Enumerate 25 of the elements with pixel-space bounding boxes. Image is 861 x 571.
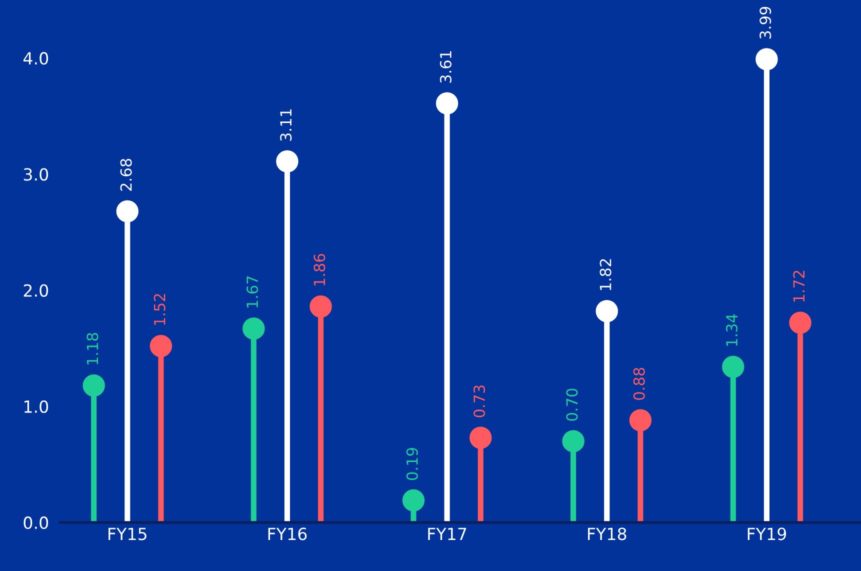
y-tick-label: 2.0 — [24, 284, 48, 297]
data-label: 1.82 — [600, 259, 612, 290]
data-label: 0.70 — [566, 388, 578, 421]
y-tick-label: 0.0 — [24, 516, 48, 530]
data-label: 1.34 — [726, 314, 738, 346]
data-label: 0.73 — [473, 385, 486, 418]
x-tick-label: FY15 — [108, 528, 146, 540]
data-label: 1.86 — [314, 254, 326, 286]
data-label: 1.18 — [86, 333, 98, 364]
y-tick-label: 3.0 — [24, 168, 48, 181]
data-label: 3.11 — [280, 109, 292, 141]
data-label: 3.99 — [760, 6, 772, 39]
y-tick-label: 4.0 — [23, 52, 48, 65]
data-label: 1.72 — [793, 270, 804, 302]
x-tick-label: FY17 — [428, 528, 466, 540]
y-tick-label: 1.0 — [24, 400, 48, 413]
x-tick-label: FY19 — [748, 528, 786, 540]
data-label: 1.67 — [246, 276, 258, 308]
data-label: 2.68 — [120, 158, 132, 191]
data-label: 1.52 — [154, 294, 166, 325]
data-label: 3.61 — [440, 51, 452, 83]
data-label: 0.88 — [633, 368, 645, 400]
data-label: 0.19 — [406, 448, 418, 480]
x-tick-label: FY16 — [268, 528, 307, 540]
x-tick-label: FY18 — [588, 528, 626, 540]
